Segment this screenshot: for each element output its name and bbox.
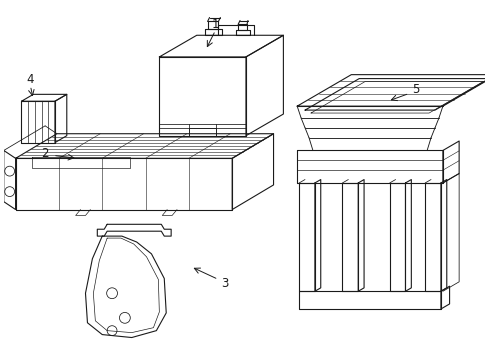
Text: 5: 5 [411, 83, 418, 96]
Text: 1: 1 [211, 18, 219, 31]
Text: 2: 2 [41, 147, 49, 160]
Text: 3: 3 [221, 277, 228, 290]
Text: 4: 4 [26, 73, 34, 86]
